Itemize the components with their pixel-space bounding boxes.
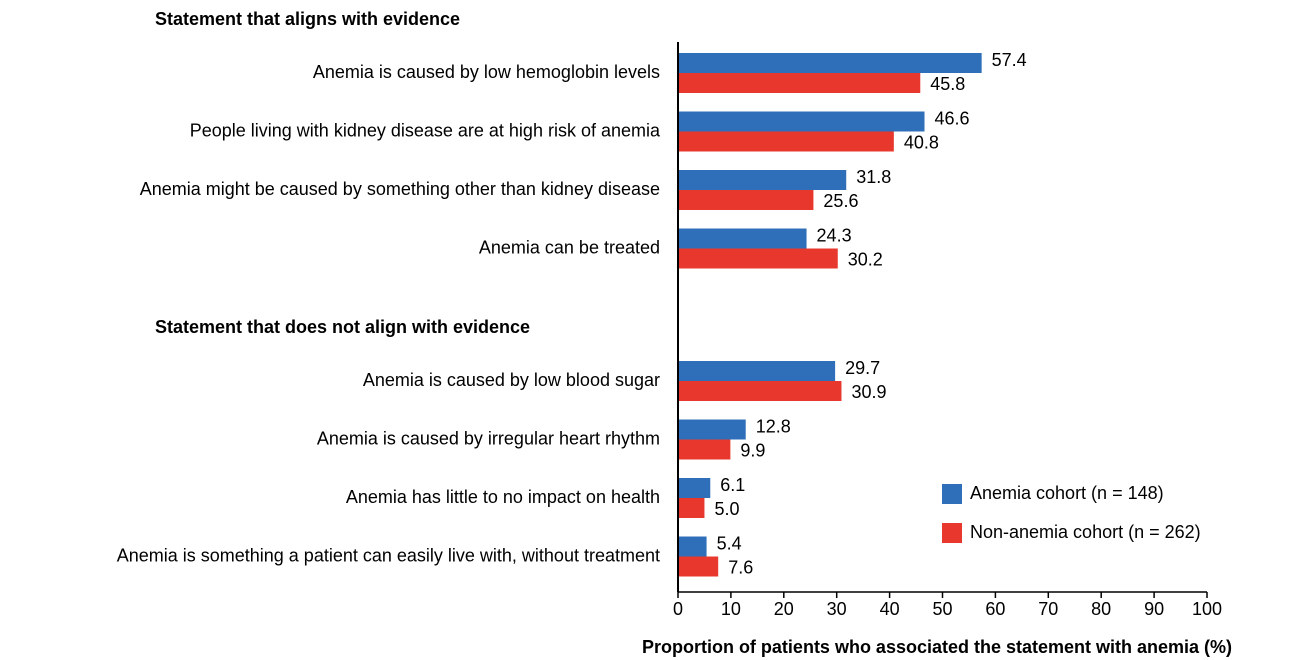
- bar: [678, 170, 847, 190]
- x-tick-label: 70: [1038, 599, 1058, 619]
- value-label: 29.7: [845, 358, 880, 378]
- bar: [678, 53, 982, 73]
- value-label: 5.4: [717, 533, 742, 553]
- legend-swatch: [942, 484, 962, 504]
- category-label: Anemia is caused by low blood sugar: [363, 370, 660, 390]
- x-tick-label: 100: [1192, 599, 1222, 619]
- bar: [678, 478, 711, 498]
- value-label: 24.3: [817, 225, 852, 245]
- value-label: 6.1: [720, 475, 745, 495]
- x-tick-label: 50: [932, 599, 952, 619]
- bar: [678, 248, 838, 269]
- bar: [678, 131, 894, 152]
- category-label: Anemia is caused by irregular heart rhyt…: [317, 428, 660, 448]
- category-label: Anemia is caused by low hemoglobin level…: [313, 62, 660, 82]
- legend-swatch: [942, 523, 962, 543]
- bar: [678, 419, 746, 440]
- x-tick-label: 90: [1144, 599, 1164, 619]
- bar: [678, 228, 807, 249]
- value-label: 46.6: [935, 108, 970, 128]
- category-label: People living with kidney disease are at…: [190, 120, 661, 140]
- x-tick-label: 0: [673, 599, 683, 619]
- x-tick-label: 10: [721, 599, 741, 619]
- value-label: 40.8: [904, 132, 939, 152]
- category-label: Anemia has little to no impact on health: [346, 487, 660, 507]
- value-label: 30.9: [851, 382, 886, 402]
- bar: [678, 111, 925, 132]
- x-tick-label: 60: [985, 599, 1005, 619]
- x-tick-label: 80: [1091, 599, 1111, 619]
- bar: [678, 190, 814, 210]
- group-header: Statement that does not align with evide…: [155, 317, 530, 337]
- value-label: 31.8: [856, 167, 891, 187]
- category-label: Anemia is something a patient can easily…: [117, 545, 660, 565]
- bar: [678, 381, 842, 401]
- x-tick-label: 20: [774, 599, 794, 619]
- value-label: 9.9: [740, 440, 765, 460]
- category-label: Anemia can be treated: [479, 237, 660, 257]
- value-label: 7.6: [728, 557, 753, 577]
- value-label: 25.6: [823, 191, 858, 211]
- value-label: 30.2: [848, 249, 883, 269]
- legend-label: Non-anemia cohort (n = 262): [970, 522, 1201, 542]
- x-tick-label: 40: [880, 599, 900, 619]
- group-header: Statement that aligns with evidence: [155, 9, 460, 29]
- value-label: 5.0: [714, 499, 739, 519]
- value-label: 57.4: [992, 50, 1027, 70]
- value-label: 12.8: [756, 416, 791, 436]
- x-tick-label: 30: [827, 599, 847, 619]
- value-label: 45.8: [930, 74, 965, 94]
- category-label: Anemia might be caused by something othe…: [140, 179, 660, 199]
- bar: [678, 536, 707, 557]
- bar: [678, 439, 731, 460]
- bar: [678, 73, 921, 93]
- bar: [678, 361, 836, 381]
- bar: [678, 498, 705, 518]
- x-axis-title: Proportion of patients who associated th…: [642, 637, 1232, 657]
- bar: [678, 556, 719, 577]
- legend-label: Anemia cohort (n = 148): [970, 483, 1164, 503]
